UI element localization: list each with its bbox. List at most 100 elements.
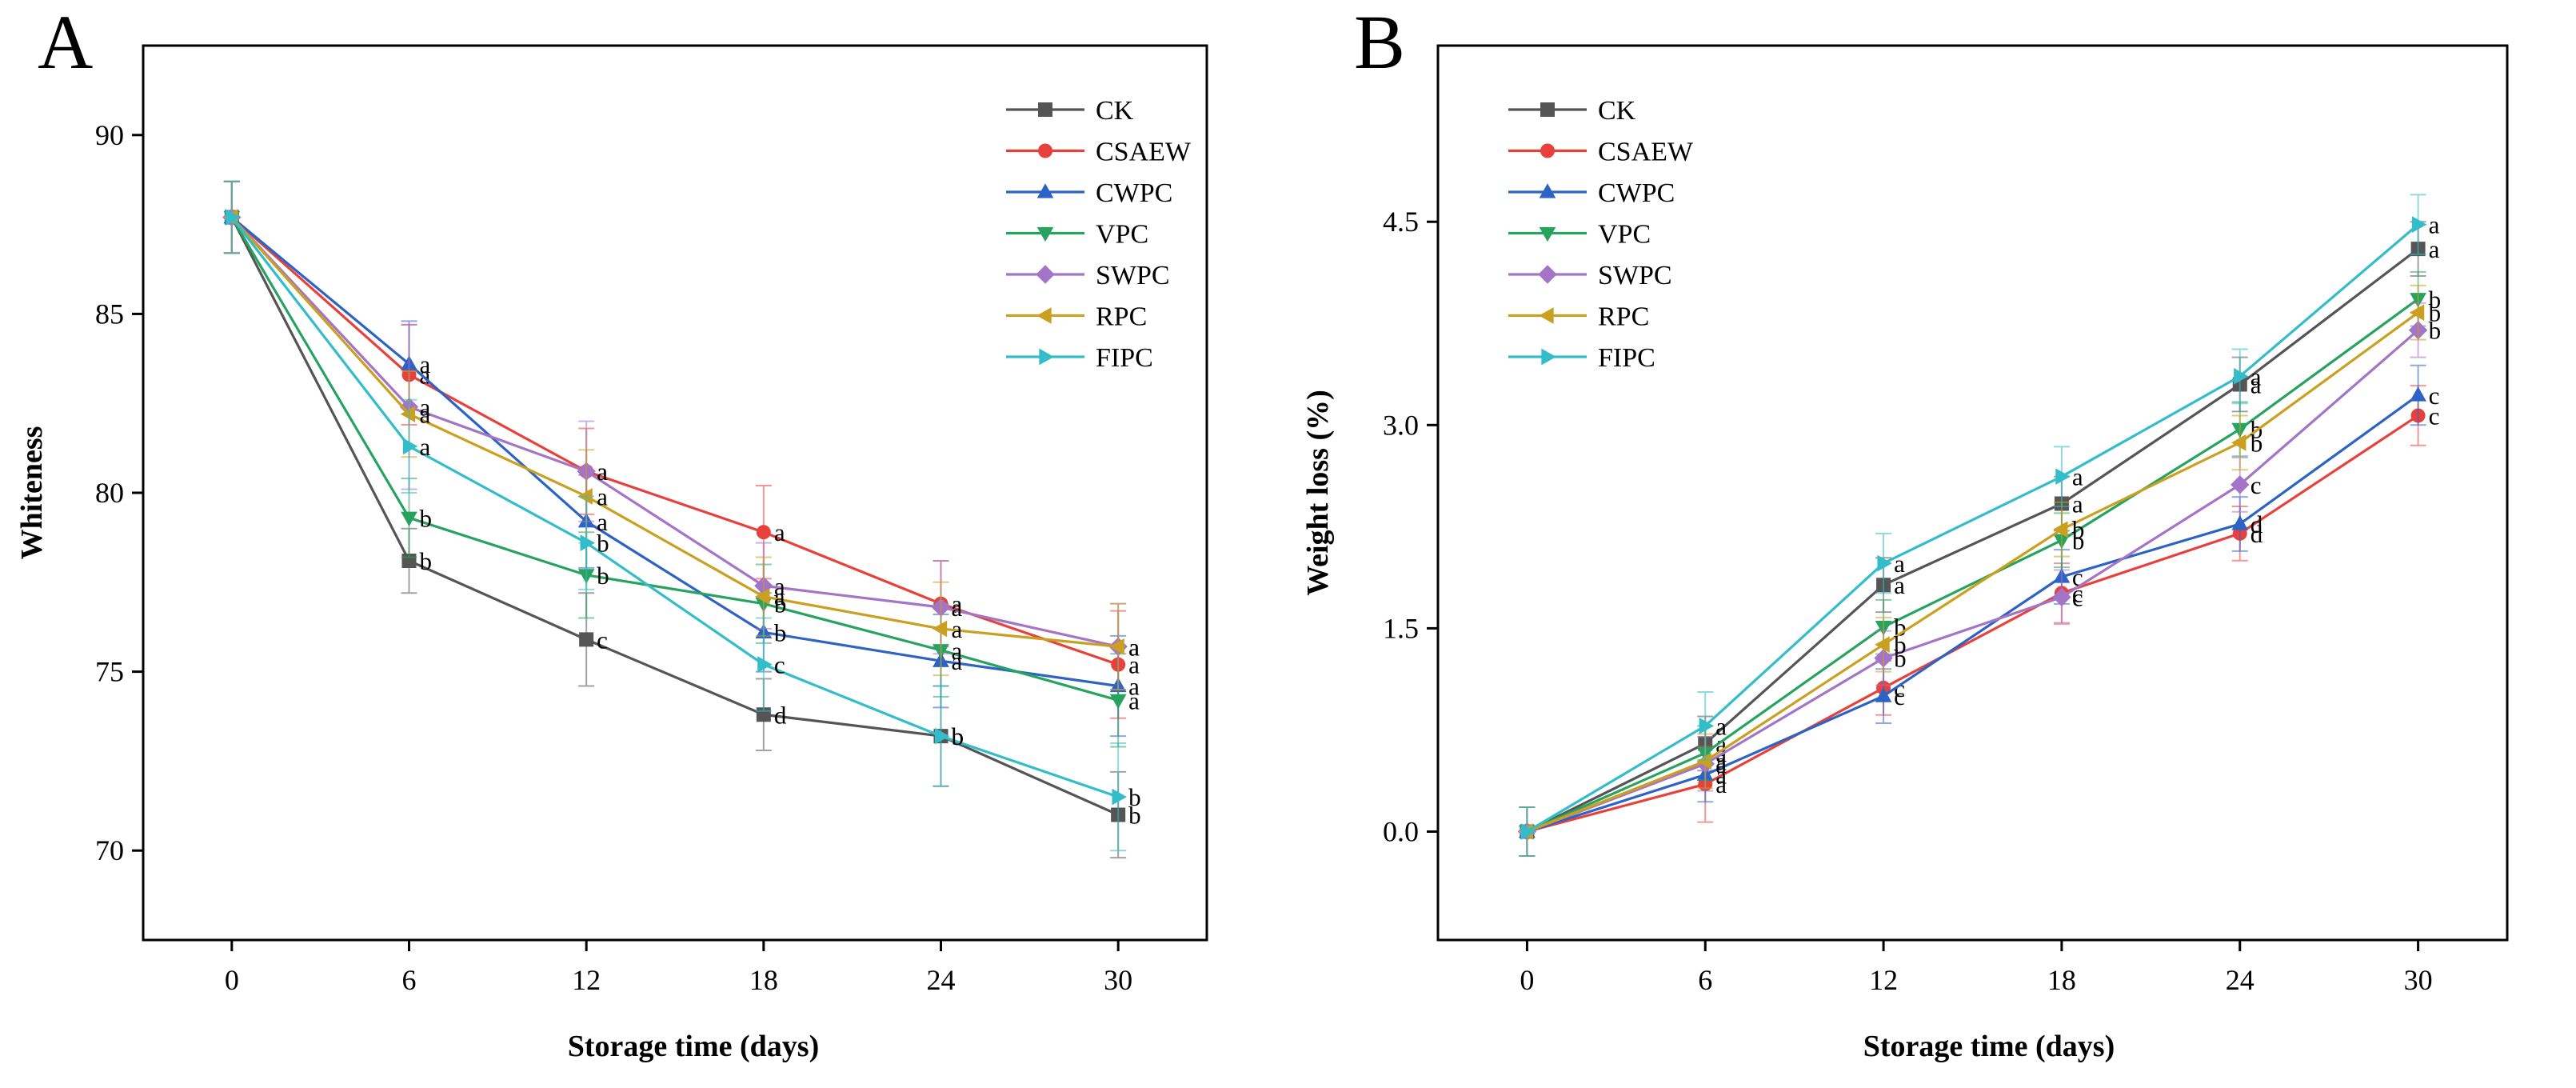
x-axis-title-a: Storage time (days) <box>568 1030 819 1063</box>
legend-item-a-swpc: SWPC <box>1006 261 1170 290</box>
sig-label-b-cwpc-5: c <box>2429 382 2440 410</box>
point-a-csaew-3 <box>756 525 771 540</box>
sig-label-a-csaew-3: a <box>774 518 785 546</box>
series-line-b-fipc <box>1526 223 2419 833</box>
sig-label-a-cwpc-3: b <box>774 618 787 646</box>
legend-a: CK CSAEW CWPC VPC SWPC RPC FIPC <box>1006 96 1192 373</box>
legend-label-b-csaew: CSAEW <box>1598 138 1694 167</box>
plot-frame-a <box>142 44 1208 942</box>
legend-marker-a-csaew <box>1038 143 1052 158</box>
y-axis-title-b: Weight loss (%) <box>1301 390 1335 596</box>
legend-label-a-rpc: RPC <box>1096 302 1147 332</box>
sig-label-b-swpc-2: b <box>1894 645 1907 673</box>
legend-item-b-swpc: SWPC <box>1508 261 1672 290</box>
legend-item-a-rpc: RPC <box>1006 302 1147 332</box>
sig-label-a-vpc-5: a <box>1128 686 1140 714</box>
point-b-fipc-1 <box>1699 718 1715 734</box>
panel-b: B 0 6 12 18 24 300.01.53.04.5 aaaaaaccdcaccdc… <box>1301 0 2509 1063</box>
point-a-fipc-1 <box>402 438 418 455</box>
sig-label-a-rpc-3: a <box>774 583 785 611</box>
sig-label-a-csaew-5: a <box>1128 651 1140 679</box>
series-line-b-vpc <box>1526 298 2419 833</box>
panel-letter-b: B <box>1354 0 1405 85</box>
legend-marker-b-swpc <box>1538 265 1557 284</box>
y-tick-label-b-0: 0.0 <box>1383 815 1419 847</box>
x-tick-label-a-2: 12 <box>572 964 601 996</box>
y-tick-label-b-2: 3.0 <box>1383 409 1419 441</box>
legend-item-b-vpc: VPC <box>1508 220 1651 250</box>
x-tick-label-b-0: 0 <box>1520 964 1534 996</box>
sig-label-a-fipc-2: b <box>597 530 609 558</box>
legend-label-b-ck: CK <box>1598 96 1636 126</box>
sig-label-b-fipc-2: a <box>1894 550 1905 578</box>
point-b-fipc-4 <box>2234 367 2249 385</box>
sig-label-b-swpc-5: b <box>2429 317 2442 345</box>
sig-label-a-cwpc-5: a <box>1128 672 1140 700</box>
series-line-a-cwpc <box>230 216 1119 688</box>
sig-label-b-rpc-2: b <box>1894 631 1907 659</box>
point-b-rpc-5 <box>2409 304 2425 322</box>
point-b-cwpc-5 <box>2410 386 2426 402</box>
sig-label-a-fipc-3: c <box>774 651 785 679</box>
point-b-fipc-0 <box>1520 823 1536 840</box>
point-b-fipc-2 <box>1877 554 1892 572</box>
sig-label-b-swpc-3: c <box>2072 583 2083 611</box>
legend-item-b-fipc: FIPC <box>1508 343 1655 373</box>
legend-b: CK CSAEW CWPC VPC SWPC RPC FIPC <box>1508 96 1694 373</box>
legend-marker-a-rpc <box>1036 307 1052 324</box>
point-b-cwpc-2 <box>1875 687 1892 702</box>
point-b-swpc-3 <box>2052 587 2071 607</box>
legend-item-b-rpc: RPC <box>1508 302 1649 332</box>
legend-item-b-csaew: CSAEW <box>1508 138 1694 167</box>
sig-label-b-cwpc-4: d <box>2251 510 2263 538</box>
point-a-fipc-5 <box>1112 788 1127 806</box>
legend-marker-b-csaew <box>1540 143 1555 158</box>
sig-label-b-vpc-5: b <box>2429 286 2442 314</box>
x-tick-label-b-2: 12 <box>1869 964 1898 996</box>
point-b-cwpc-4 <box>2231 515 2249 530</box>
sig-label-b-rpc-5: b <box>2429 299 2442 327</box>
sig-label-a-rpc-5: a <box>1128 633 1140 661</box>
point-a-rpc-1 <box>400 406 416 422</box>
y-tick-label-b-3: 4.5 <box>1383 206 1419 238</box>
legend-item-a-csaew: CSAEW <box>1006 138 1192 167</box>
sig-label-a-fipc-4: b <box>952 722 965 750</box>
x-tick-label-b-1: 6 <box>1698 964 1712 996</box>
x-tick-label-a-4: 24 <box>927 964 956 996</box>
point-a-vpc-1 <box>401 511 417 527</box>
y-tick-label-a-1: 75 <box>95 656 124 688</box>
legend-item-b-ck: CK <box>1508 96 1636 126</box>
sig-label-a-ck-2: c <box>597 626 608 654</box>
x-tick-label-b-4: 24 <box>2226 964 2254 996</box>
legend-label-a-cwpc: CWPC <box>1096 178 1172 208</box>
y-tick-label-a-2: 80 <box>95 477 124 509</box>
sig-label-a-fipc-5: b <box>1128 783 1141 811</box>
series-line-b-ck <box>1526 247 2419 833</box>
legend-label-a-swpc: SWPC <box>1096 261 1170 290</box>
sig-label-b-cwpc-1: a <box>1715 761 1727 789</box>
x-tick-label-a-1: 6 <box>402 964 417 996</box>
point-a-rpc-4 <box>932 620 948 638</box>
point-a-rpc-5 <box>1109 638 1124 655</box>
legend-marker-b-vpc <box>1539 226 1556 242</box>
sig-label-a-cwpc-2: a <box>597 508 608 536</box>
sig-label-a-vpc-3: b <box>774 590 787 618</box>
x-tick-label-b-5: 30 <box>2404 964 2433 996</box>
legend-label-a-ck: CK <box>1096 96 1134 126</box>
legend-item-a-fipc: FIPC <box>1006 343 1153 373</box>
sig-label-a-ck-3: d <box>774 701 787 729</box>
y-tick-label-b-1: 1.5 <box>1383 612 1419 644</box>
legend-marker-a-swpc <box>1036 265 1055 284</box>
legend-label-b-vpc: VPC <box>1598 220 1651 250</box>
sig-label-b-csaew-2: c <box>1894 674 1905 702</box>
sig-label-b-rpc-4: b <box>2251 429 2263 457</box>
legend-marker-a-fipc <box>1039 348 1054 366</box>
series-line-b-csaew <box>1527 414 2419 834</box>
